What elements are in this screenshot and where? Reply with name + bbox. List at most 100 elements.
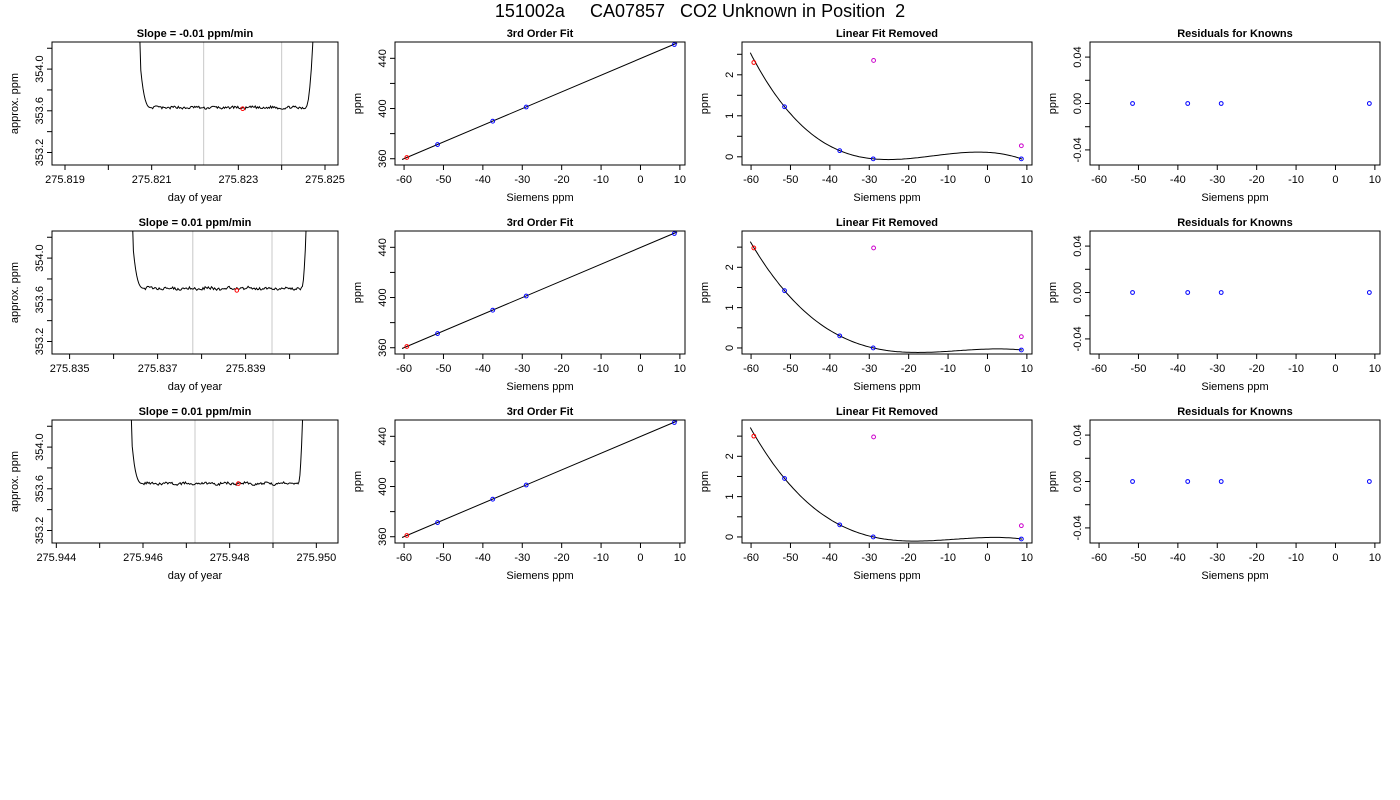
y-tick-label: 0.04 bbox=[1072, 235, 1084, 256]
panel-2-2: 3rd Order Fit -60 -50 -40 -30 -20 -10 0 10 360 400… bbox=[352, 217, 686, 393]
y-tick-label: 360 bbox=[377, 339, 389, 357]
x-tick-label: 275.946 bbox=[123, 552, 163, 564]
panel-title: 3rd Order Fit bbox=[507, 28, 574, 40]
y-tick-label: 2 bbox=[724, 72, 736, 78]
known-point bbox=[435, 142, 440, 147]
x-tick-label: -40 bbox=[1170, 363, 1186, 375]
fit-curve bbox=[749, 427, 1023, 542]
y-tick-label: 400 bbox=[377, 288, 389, 306]
reference-point bbox=[404, 344, 410, 349]
known-point bbox=[490, 496, 496, 502]
x-tick-label: 0 bbox=[1332, 552, 1338, 564]
x-tick-label: -30 bbox=[861, 174, 877, 186]
panel-title: Slope = 0.01 ppm/min bbox=[139, 217, 252, 229]
panel-3-2: 3rd Order Fit -60 -50 -40 -30 -20 -10 0 10 360 400… bbox=[352, 406, 686, 582]
y-tick-label: 353.2 bbox=[34, 139, 46, 167]
y-tick-label: 440 bbox=[377, 427, 389, 445]
plot-area bbox=[1130, 290, 1372, 295]
y-tick-label: 0 bbox=[724, 345, 736, 351]
x-axis-label: Siemens ppm bbox=[1201, 381, 1268, 393]
x-axis-label: Siemens ppm bbox=[853, 192, 920, 204]
y-axis-label: approx. ppm bbox=[9, 262, 21, 323]
y-tick-label: 0 bbox=[724, 154, 736, 160]
plot-frame bbox=[1089, 230, 1381, 355]
y-tick-label: 400 bbox=[377, 99, 389, 117]
x-tick-label: 0 bbox=[984, 363, 990, 375]
reference-point bbox=[751, 245, 757, 251]
unknown-point bbox=[871, 434, 877, 440]
x-tick-label: -40 bbox=[822, 174, 838, 186]
x-tick-label: -50 bbox=[1131, 552, 1147, 564]
x-tick-label: -60 bbox=[1091, 174, 1107, 186]
plot-area bbox=[1130, 101, 1372, 106]
panel-title: Slope = 0.01 ppm/min bbox=[139, 406, 252, 418]
x-tick-label: -60 bbox=[743, 174, 759, 186]
y-tick-label: 0.04 bbox=[1072, 46, 1084, 67]
x-tick-label: -60 bbox=[743, 363, 759, 375]
known-point bbox=[782, 476, 787, 481]
x-tick-label: -30 bbox=[861, 552, 877, 564]
known-point bbox=[782, 288, 787, 294]
x-tick-label: -40 bbox=[475, 552, 491, 564]
concentration-trace bbox=[132, 231, 307, 292]
mean-point bbox=[234, 288, 240, 293]
x-tick-label: -10 bbox=[940, 552, 956, 564]
x-tick-label: -20 bbox=[901, 174, 917, 186]
known-point bbox=[1018, 156, 1024, 162]
known-point bbox=[523, 293, 529, 299]
plot-frame bbox=[741, 41, 1033, 166]
panel-1-4: Residuals for Knowns -60 -50 -40 -30 -20 -10 0 1… bbox=[1047, 28, 1381, 204]
x-tick-label: 275.825 bbox=[305, 174, 345, 186]
x-tick-label: -60 bbox=[1091, 363, 1107, 375]
y-tick-label: 440 bbox=[377, 238, 389, 256]
y-tick-label: 0.04 bbox=[1072, 424, 1084, 445]
y-tick-label: 400 bbox=[377, 477, 389, 495]
plot-frame bbox=[51, 41, 339, 166]
x-tick-label: 0 bbox=[637, 174, 643, 186]
y-axis-label: approx. ppm bbox=[9, 451, 21, 512]
known-point bbox=[1185, 101, 1191, 106]
x-axis-label: Siemens ppm bbox=[506, 381, 573, 393]
plot-frame bbox=[51, 419, 339, 544]
y-tick-label: 0 bbox=[724, 534, 736, 540]
fit-curve bbox=[749, 241, 1023, 354]
y-tick-label: -0.04 bbox=[1072, 137, 1084, 162]
y-axis-label: ppm bbox=[699, 93, 711, 114]
known-point bbox=[870, 534, 876, 540]
y-axis-label: approx. ppm bbox=[9, 73, 21, 134]
x-tick-label: -30 bbox=[514, 174, 530, 186]
x-axis-label: Siemens ppm bbox=[1201, 570, 1268, 582]
known-point bbox=[1185, 290, 1191, 295]
known-point bbox=[490, 118, 496, 124]
y-tick-label: -0.04 bbox=[1072, 515, 1084, 540]
known-point bbox=[1366, 290, 1372, 295]
known-point bbox=[435, 331, 440, 336]
plot-frame bbox=[1089, 419, 1381, 544]
panel-2-1: Slope = 0.01 ppm/min 275.835 275.837 275.83… bbox=[9, 217, 339, 393]
x-tick-label: -50 bbox=[1131, 174, 1147, 186]
known-point bbox=[435, 520, 440, 525]
x-tick-label: -40 bbox=[475, 363, 491, 375]
x-tick-label: -50 bbox=[783, 552, 799, 564]
x-tick-label: -60 bbox=[743, 552, 759, 564]
plot-area bbox=[401, 420, 678, 538]
x-tick-label: -60 bbox=[1091, 552, 1107, 564]
x-tick-label: 10 bbox=[674, 552, 686, 564]
y-tick-label: 1 bbox=[724, 113, 736, 119]
fit-curve bbox=[749, 52, 1023, 161]
panel-3-4: Residuals for Knowns -60 -50 -40 -30 -20 -10 0 1… bbox=[1047, 406, 1381, 582]
plot-area bbox=[1130, 479, 1372, 484]
known-point bbox=[1130, 101, 1135, 106]
x-tick-label: -20 bbox=[901, 552, 917, 564]
x-axis-label: Siemens ppm bbox=[853, 570, 920, 582]
x-tick-label: -40 bbox=[475, 174, 491, 186]
x-tick-label: 275.821 bbox=[132, 174, 172, 186]
x-tick-label: -50 bbox=[783, 363, 799, 375]
plot-area bbox=[401, 42, 678, 160]
plot-area bbox=[401, 231, 678, 349]
y-axis-label: ppm bbox=[352, 93, 364, 114]
panel-title: 3rd Order Fit bbox=[507, 217, 574, 229]
panel-title: Linear Fit Removed bbox=[836, 217, 938, 229]
plot-frame bbox=[394, 41, 686, 166]
plot-frame bbox=[741, 230, 1033, 355]
